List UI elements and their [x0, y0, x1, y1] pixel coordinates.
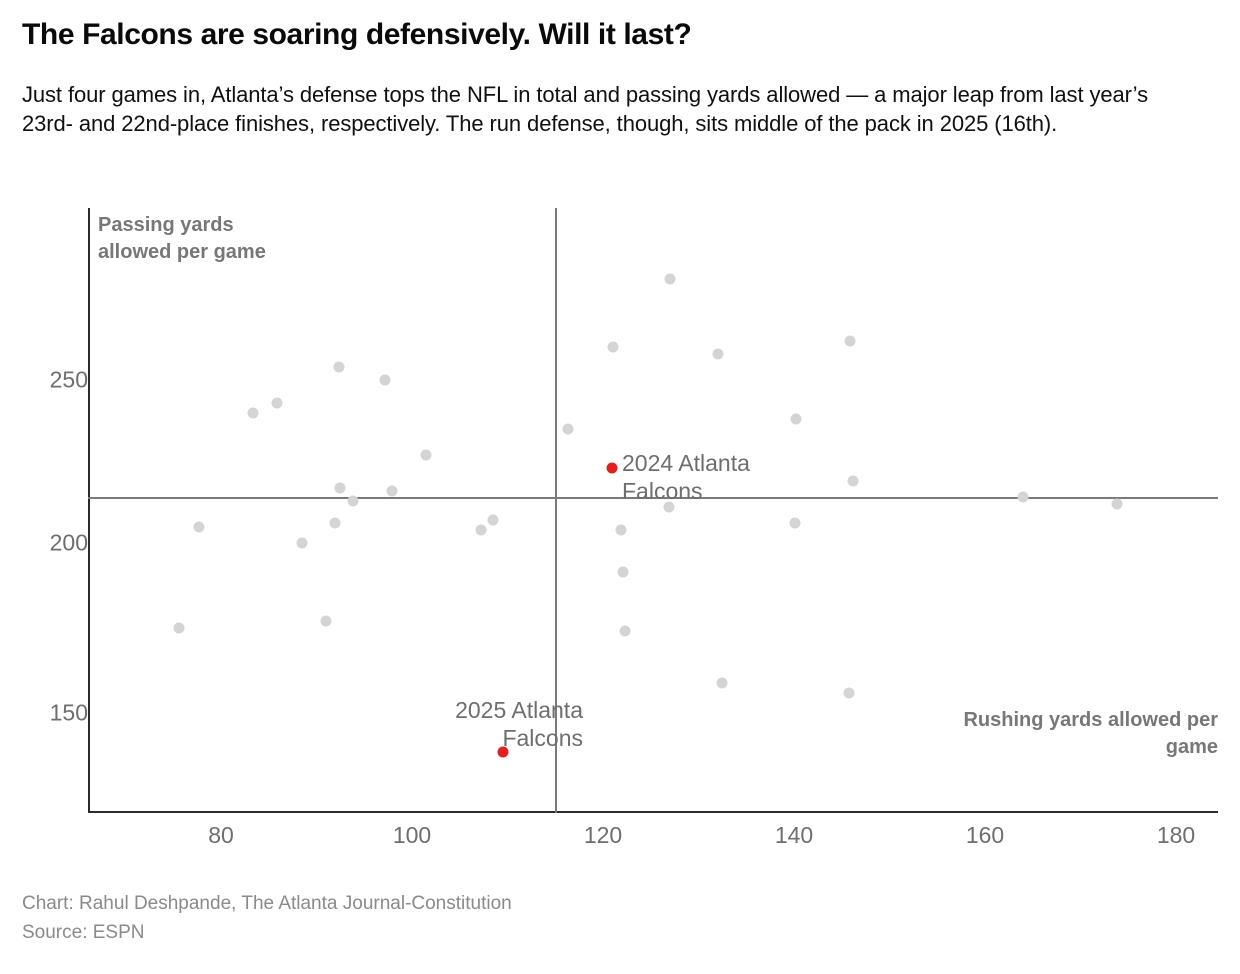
- data-point[interactable]: [379, 374, 391, 386]
- data-point[interactable]: [386, 485, 398, 497]
- data-point[interactable]: [347, 495, 359, 507]
- data-point[interactable]: [420, 449, 432, 461]
- reference-line-vertical: [555, 208, 557, 813]
- reference-line-horizontal: [88, 497, 1218, 499]
- data-point[interactable]: [271, 397, 283, 409]
- x-tick-label-80: 80: [208, 822, 234, 848]
- y-tick-label-250: 250: [49, 366, 88, 393]
- data-point[interactable]: [475, 524, 487, 536]
- x-tick-label-140: 140: [774, 822, 814, 848]
- data-point[interactable]: [847, 475, 859, 487]
- data-point[interactable]: [712, 348, 724, 360]
- x-tick-label-180: 180: [1156, 822, 1196, 848]
- data-point[interactable]: [333, 361, 345, 373]
- chart-credit: Chart: Rahul Deshpande, The Atlanta Jour…: [22, 893, 512, 914]
- data-point-falcons-2025[interactable]: [497, 746, 509, 758]
- data-point[interactable]: [329, 517, 341, 529]
- chart-footer: Chart: Rahul Deshpande, The Atlanta Jour…: [22, 890, 512, 947]
- data-point[interactable]: [1111, 498, 1123, 510]
- x-tick-label-100: 100: [392, 822, 432, 848]
- annotation-2024-falcons: 2024 Atlanta Falcons: [622, 450, 750, 504]
- data-point[interactable]: [247, 407, 258, 419]
- x-tick-label-120: 120: [583, 822, 623, 848]
- data-point[interactable]: [617, 566, 629, 578]
- x-axis-line: [88, 811, 1218, 813]
- data-point[interactable]: [615, 524, 627, 536]
- data-point[interactable]: [663, 501, 675, 513]
- y-axis-line: [88, 208, 90, 813]
- y-axis-title: Passing yards allowed per game: [98, 214, 266, 263]
- data-point[interactable]: [789, 517, 801, 529]
- data-point-falcons-2024[interactable]: [606, 462, 618, 474]
- data-point[interactable]: [320, 615, 332, 627]
- data-point[interactable]: [607, 341, 619, 353]
- data-point[interactable]: [844, 335, 856, 347]
- data-point[interactable]: [562, 423, 574, 435]
- chart-subtitle: Just four games in, Atlanta’s defense to…: [22, 82, 1148, 137]
- data-point[interactable]: [296, 537, 308, 549]
- data-point[interactable]: [1017, 491, 1029, 503]
- data-point[interactable]: [843, 687, 855, 699]
- data-point[interactable]: [619, 625, 631, 637]
- data-point[interactable]: [487, 514, 499, 526]
- y-tick-label-200: 200: [49, 529, 88, 556]
- data-point[interactable]: [193, 521, 205, 533]
- page-title: The Falcons are soaring defensively. Wil…: [22, 18, 692, 51]
- annotation-2025-falcons: 2025 Atlanta Falcons: [455, 697, 583, 751]
- scatter-plot-area: [88, 208, 1218, 813]
- chart-source: Source: ESPN: [22, 921, 145, 943]
- data-point[interactable]: [790, 413, 802, 425]
- data-point[interactable]: [334, 482, 346, 494]
- y-tick-label-150: 150: [49, 699, 88, 726]
- x-axis-title: Rushing yards allowed per game: [963, 709, 1218, 758]
- data-point[interactable]: [173, 622, 185, 634]
- x-tick-label-160: 160: [965, 822, 1005, 848]
- data-point[interactable]: [664, 273, 676, 285]
- data-point[interactable]: [716, 677, 728, 689]
